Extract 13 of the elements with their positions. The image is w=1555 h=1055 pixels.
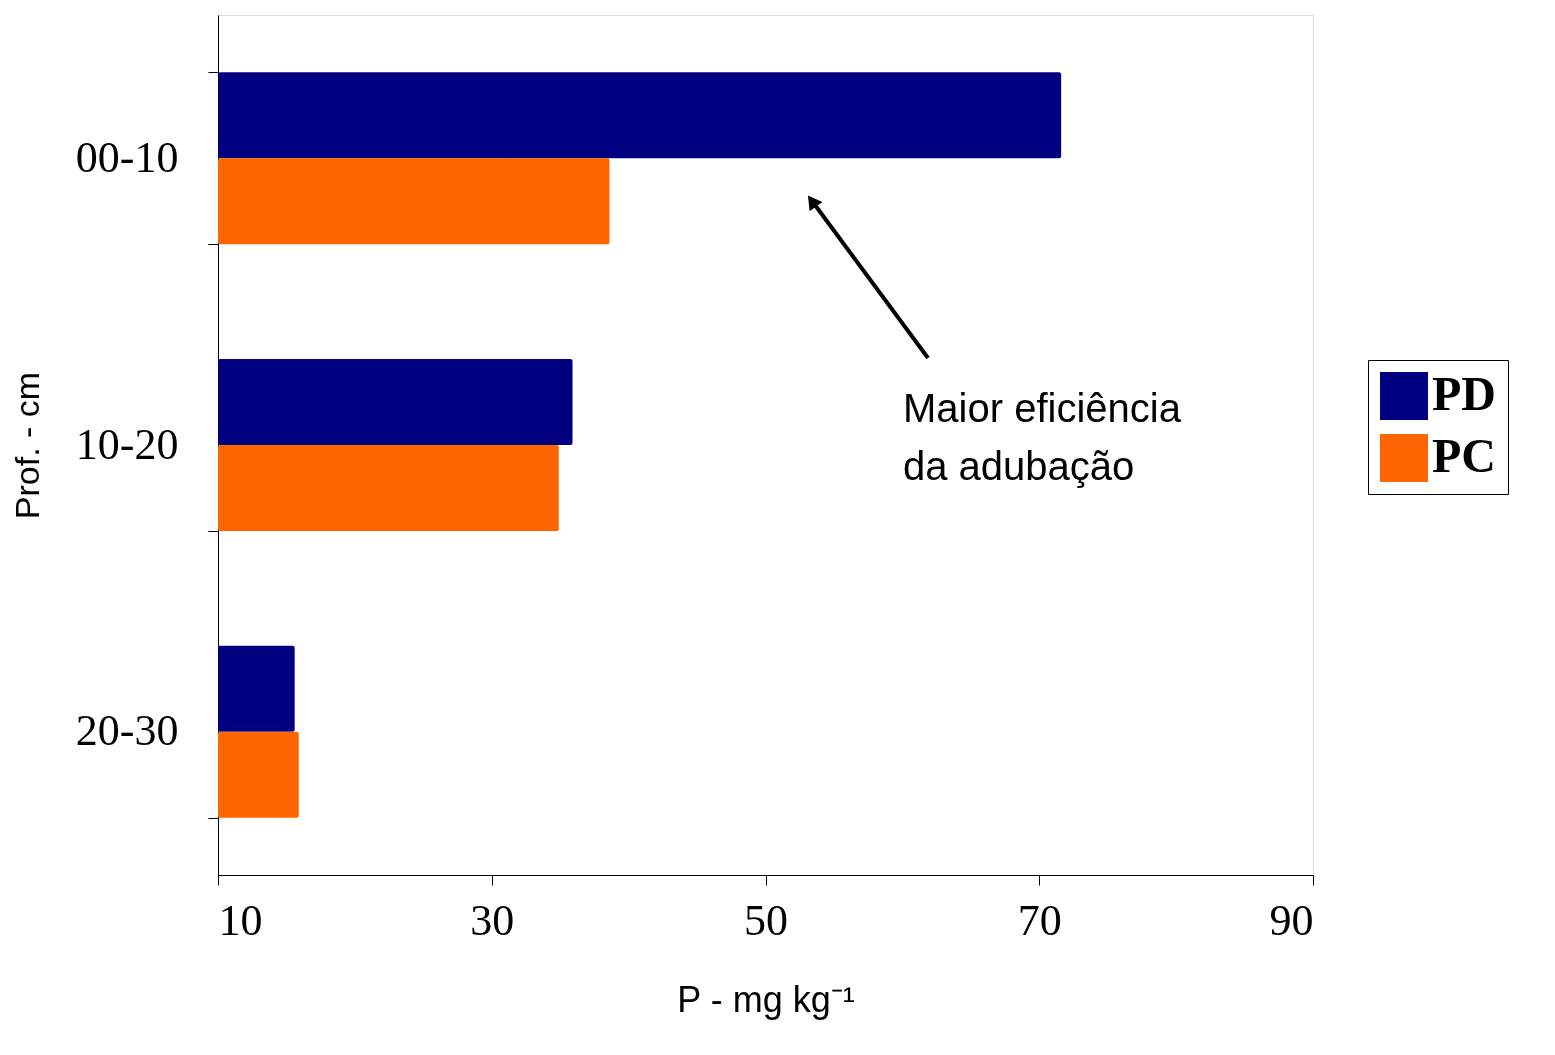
x-tick-label: 90 bbox=[1269, 895, 1314, 945]
y-tick-label: 10-20 bbox=[75, 419, 179, 469]
x-tick-label: 70 bbox=[1017, 895, 1062, 945]
y-tick-label: 20-30 bbox=[75, 706, 179, 756]
y-tick-label: 00-10 bbox=[75, 132, 179, 182]
x-tick-label: 50 bbox=[744, 895, 788, 945]
x-axis-title: P - mg kg⁻¹ bbox=[677, 978, 855, 1020]
x-tick-label: 10 bbox=[218, 895, 263, 945]
x-tick-label: 30 bbox=[470, 895, 515, 945]
legend-label: PC bbox=[1432, 429, 1496, 482]
legend-label: PD bbox=[1432, 367, 1496, 420]
annotation: Maior eficiência da adubação bbox=[903, 386, 1182, 488]
y-axis-title: Prof. - cm bbox=[7, 371, 46, 520]
